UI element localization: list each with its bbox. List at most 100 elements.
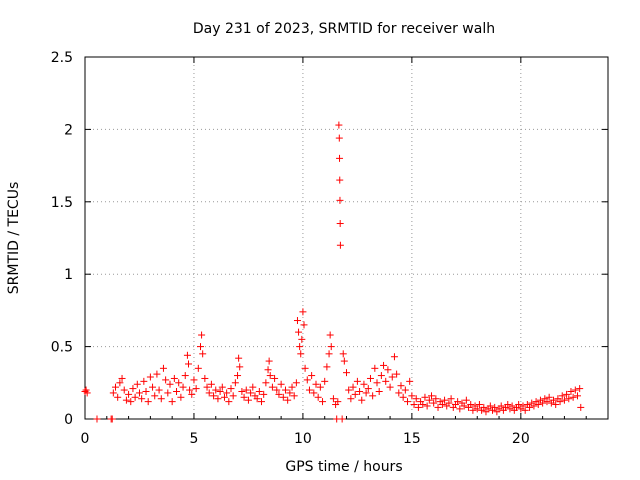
data-point — [235, 354, 243, 362]
data-point — [120, 386, 128, 394]
data-point — [445, 399, 453, 407]
x-tick-label: 20 — [512, 431, 530, 447]
plot-frame — [84, 56, 609, 420]
data-point — [122, 396, 130, 404]
data-point — [300, 321, 308, 329]
y-tick-label: 0 — [64, 412, 73, 428]
data-point — [358, 396, 366, 404]
data-point — [545, 393, 553, 401]
data-point — [366, 374, 374, 382]
data-point — [240, 393, 248, 401]
data-point — [423, 402, 431, 410]
data-point — [308, 372, 316, 380]
data-point — [377, 372, 385, 380]
data-point — [266, 372, 274, 380]
data-point — [573, 392, 581, 400]
data-point — [114, 393, 122, 401]
data-point — [480, 403, 488, 411]
data-point — [220, 393, 228, 401]
data-point — [393, 370, 401, 378]
y-tick-label: 0.5 — [51, 340, 73, 356]
data-point — [336, 154, 344, 162]
data-point — [290, 392, 298, 400]
data-point — [198, 331, 206, 339]
data-point — [279, 393, 287, 401]
data-point — [185, 360, 193, 368]
data-point — [247, 389, 255, 397]
data-point — [467, 401, 475, 409]
data-point — [260, 390, 268, 398]
y-tick-label: 2 — [64, 122, 73, 138]
ticks: 0 5 10 15 20 0 0.5 1 1.5 2 2.5 — [51, 50, 608, 447]
data-point — [190, 376, 198, 384]
data-point — [469, 406, 477, 414]
x-tick-label: 0 — [81, 431, 90, 447]
data-point — [577, 403, 585, 411]
data-point — [83, 389, 91, 397]
data-point — [336, 176, 344, 184]
data-point — [179, 383, 187, 391]
data-point — [225, 398, 233, 406]
data-point — [386, 383, 394, 391]
data-point — [82, 386, 90, 394]
data-point — [262, 379, 270, 387]
x-tick-label: 15 — [403, 431, 421, 447]
data-point — [412, 395, 420, 403]
data-point — [329, 395, 337, 403]
data-point — [173, 387, 181, 395]
data-point — [238, 387, 246, 395]
data-point — [166, 380, 174, 388]
data-point — [316, 383, 324, 391]
data-point — [177, 393, 185, 401]
data-point — [273, 386, 281, 394]
data-point — [530, 402, 538, 410]
data-point — [473, 405, 481, 413]
data-point — [207, 380, 215, 388]
data-point — [380, 361, 388, 369]
data-point — [375, 387, 383, 395]
data-point — [242, 386, 250, 394]
data-point — [325, 350, 333, 358]
data-point — [414, 403, 422, 411]
data-point — [336, 220, 344, 228]
data-point — [227, 385, 235, 393]
data-point — [192, 385, 200, 393]
data-point — [149, 383, 157, 391]
data-point — [360, 380, 368, 388]
data-point — [340, 357, 348, 365]
data-point — [108, 415, 116, 423]
data-point — [371, 364, 379, 372]
data-point — [364, 385, 372, 393]
data-point — [138, 395, 146, 403]
data-point — [447, 395, 455, 403]
data-point — [421, 393, 429, 401]
data-point — [170, 374, 178, 382]
data-point — [456, 405, 464, 413]
data-point — [336, 241, 344, 249]
data-point — [231, 379, 239, 387]
data-point — [321, 377, 329, 385]
data-point — [212, 386, 220, 394]
data-point — [303, 376, 311, 384]
data-point — [312, 380, 320, 388]
data-point — [268, 383, 276, 391]
data-point — [293, 317, 301, 325]
data-point — [390, 353, 398, 361]
data-point — [397, 382, 405, 390]
data-point — [441, 396, 449, 404]
data-point — [186, 386, 194, 394]
data-point — [434, 403, 442, 411]
data-point — [571, 386, 579, 394]
data-point — [183, 351, 191, 359]
data-point — [127, 398, 135, 406]
data-point — [515, 401, 523, 409]
data-point — [347, 395, 355, 403]
x-tick-label: 5 — [189, 431, 198, 447]
data-point — [249, 383, 257, 391]
data-point — [253, 395, 261, 403]
data-point — [534, 401, 542, 409]
data-point — [229, 392, 237, 400]
y-tick-label: 1 — [64, 267, 73, 283]
data-point — [521, 406, 529, 414]
data-point — [199, 350, 207, 358]
